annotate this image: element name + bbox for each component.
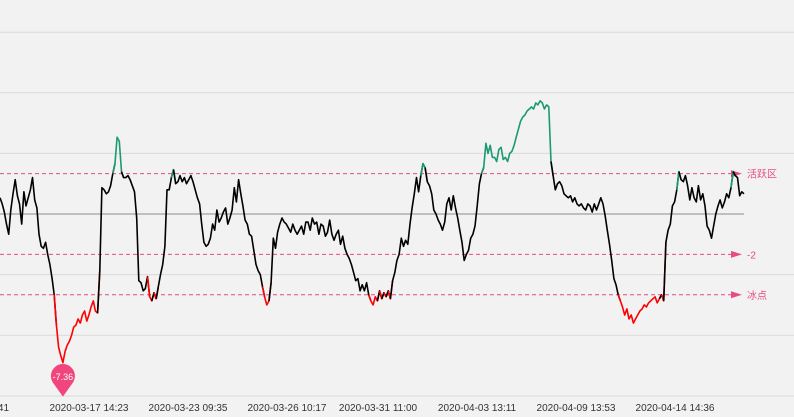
arrow-icon — [731, 250, 742, 258]
series-line — [0, 100, 745, 364]
series-segment — [424, 167, 485, 262]
series-segment — [662, 171, 680, 301]
series-segment — [155, 169, 175, 299]
x-tick-label: 2020-03-17 14:23 — [50, 403, 129, 414]
x-tick-label: 2020-04-03 13:11 — [438, 403, 517, 414]
series-segment — [96, 163, 116, 314]
arrow-icon — [731, 291, 742, 299]
series-segment — [120, 171, 151, 297]
series-segment — [0, 176, 58, 326]
series-segment — [268, 217, 372, 302]
x-tick-label: 2020-03-26 10:17 — [248, 403, 327, 414]
reference-label: -2 — [747, 250, 756, 261]
x-tick-label: 2020-03-23 09:35 — [149, 403, 228, 414]
series-segment — [53, 270, 101, 364]
series-segment — [389, 163, 424, 299]
x-tick-label: 13:41 — [0, 403, 9, 414]
series-segment — [732, 171, 745, 197]
reference-label: 活跃区 — [747, 169, 777, 181]
x-tick-label: 2020-03-31 11:00 — [339, 403, 418, 414]
series-segment — [480, 100, 554, 176]
min-marker-label: -7.36 — [53, 372, 74, 382]
min-marker-pin — [50, 364, 75, 397]
series-segment — [550, 161, 622, 302]
x-tick-label: 2020-04-09 13:53 — [537, 403, 616, 414]
x-tick-label: 2020-04-14 14:36 — [636, 403, 715, 414]
chart-grid — [0, 31, 794, 397]
series-segment — [678, 171, 734, 239]
series-segment — [617, 294, 663, 324]
reference-label: 冰点 — [747, 289, 767, 302]
reference-lines: 活跃区 -2 冰点 — [0, 169, 777, 302]
series-segment — [172, 169, 266, 297]
min-marker: -7.36 — [50, 364, 75, 397]
x-axis: 13:41 2020-03-17 14:23 2020-03-23 09:35 202… — [0, 403, 715, 414]
